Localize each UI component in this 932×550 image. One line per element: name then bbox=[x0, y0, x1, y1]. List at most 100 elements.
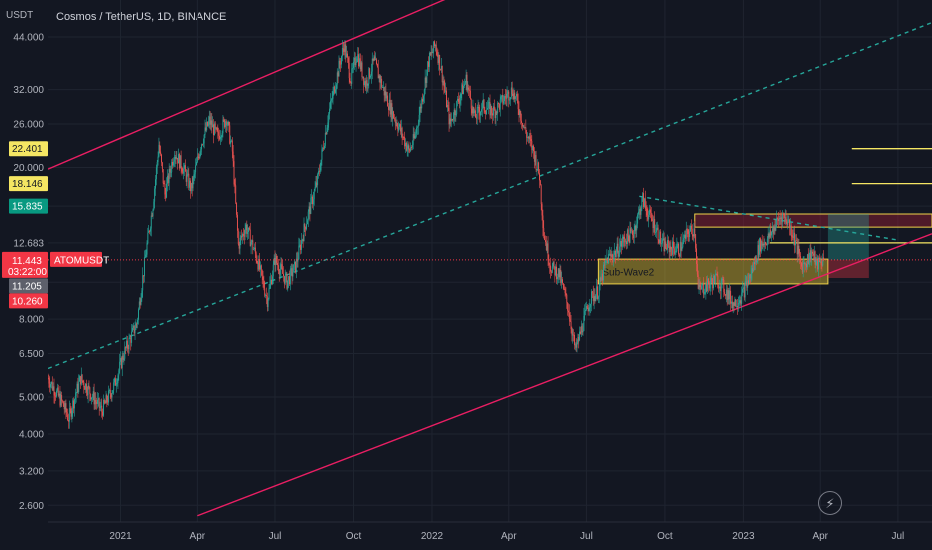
plot-area[interactable]: Sub-Wave2 bbox=[48, 0, 932, 517]
candle bbox=[507, 89, 509, 98]
tag-entry[interactable]: 11.205 bbox=[9, 278, 48, 294]
candle bbox=[476, 104, 478, 125]
candle bbox=[690, 219, 692, 235]
candle bbox=[238, 241, 240, 254]
candle bbox=[604, 255, 606, 272]
candle bbox=[222, 115, 224, 138]
candle bbox=[245, 222, 247, 234]
tag-target-2[interactable]: 18.146 bbox=[9, 176, 48, 192]
candle bbox=[170, 165, 172, 178]
channel-upper-line[interactable] bbox=[48, 0, 477, 170]
candle bbox=[430, 45, 432, 60]
candle bbox=[506, 86, 508, 107]
candle bbox=[760, 239, 762, 254]
candle bbox=[176, 151, 178, 160]
candle bbox=[710, 272, 712, 292]
channel-midline[interactable] bbox=[48, 21, 932, 370]
candle bbox=[492, 108, 494, 124]
candle bbox=[82, 380, 84, 386]
candle bbox=[666, 243, 668, 251]
chart-header: USDT Cosmos / TetherUS, 1D, BINANCE bbox=[0, 0, 932, 30]
candle bbox=[144, 249, 146, 259]
candle bbox=[54, 391, 56, 404]
candle bbox=[636, 216, 638, 238]
candle bbox=[166, 177, 168, 199]
candle bbox=[452, 118, 453, 122]
candle bbox=[58, 390, 60, 399]
candle bbox=[389, 91, 391, 118]
candle bbox=[380, 75, 382, 89]
candle bbox=[768, 232, 770, 244]
candle bbox=[521, 113, 523, 129]
candle bbox=[201, 143, 203, 146]
candle bbox=[100, 399, 102, 412]
candle bbox=[366, 77, 368, 92]
tag-stop[interactable]: 10.260 bbox=[9, 293, 48, 309]
candle bbox=[141, 287, 143, 302]
candle bbox=[487, 97, 489, 115]
candle bbox=[586, 304, 588, 309]
candle bbox=[370, 74, 371, 80]
candle bbox=[793, 227, 795, 246]
candle bbox=[231, 137, 233, 159]
candle bbox=[500, 95, 502, 104]
candle bbox=[725, 284, 727, 303]
candle bbox=[64, 400, 66, 413]
candle bbox=[789, 218, 791, 236]
candle bbox=[220, 135, 222, 143]
time-axis[interactable]: 2021 Apr Jul Oct 2022 Apr Jul Oct 2023 Apr Jul bbox=[48, 521, 932, 542]
svg-text:11.205: 11.205 bbox=[12, 281, 42, 292]
candle bbox=[764, 238, 766, 252]
candle bbox=[567, 302, 569, 316]
candle bbox=[329, 93, 331, 111]
candle bbox=[163, 180, 165, 185]
candle bbox=[578, 334, 580, 349]
candle bbox=[339, 57, 341, 69]
candle bbox=[517, 93, 519, 115]
candle bbox=[103, 398, 105, 405]
candle bbox=[715, 273, 717, 275]
candle bbox=[757, 240, 759, 265]
resistance-zone[interactable] bbox=[694, 213, 932, 228]
candle bbox=[109, 382, 111, 400]
candle bbox=[357, 47, 359, 63]
lightning-icon[interactable]: ⚡ bbox=[818, 491, 842, 515]
candle bbox=[191, 176, 193, 197]
candle bbox=[806, 260, 808, 273]
candle bbox=[88, 380, 90, 390]
descending-trend-line[interactable] bbox=[639, 195, 898, 241]
candle bbox=[378, 74, 380, 83]
symbol-title[interactable]: Cosmos / TetherUS, 1D, BINANCE bbox=[56, 11, 227, 23]
candle bbox=[513, 87, 515, 103]
candle bbox=[721, 277, 723, 289]
candle bbox=[574, 332, 575, 350]
take-profit-zone[interactable] bbox=[827, 214, 869, 260]
candle bbox=[570, 314, 572, 334]
candle bbox=[699, 277, 701, 290]
candle bbox=[372, 58, 374, 65]
candle bbox=[388, 93, 390, 111]
candle bbox=[249, 222, 251, 247]
candle bbox=[707, 275, 709, 295]
candle bbox=[392, 107, 394, 127]
symbol-price-pill[interactable]: ATOMUSDT bbox=[50, 251, 109, 267]
candle bbox=[288, 275, 290, 288]
candle bbox=[682, 232, 684, 249]
tag-take-profit[interactable]: 15.835 bbox=[9, 198, 48, 214]
candle bbox=[402, 133, 404, 141]
candle bbox=[50, 381, 52, 394]
stop-loss-zone[interactable] bbox=[827, 259, 869, 278]
candle bbox=[431, 45, 433, 57]
candle bbox=[531, 135, 533, 157]
channel-lower-line[interactable] bbox=[197, 233, 932, 517]
candle bbox=[627, 225, 629, 242]
candle bbox=[177, 157, 179, 170]
candle bbox=[134, 321, 136, 340]
candle bbox=[673, 241, 675, 256]
tag-target-1[interactable]: 22.401 bbox=[9, 141, 48, 157]
candle bbox=[124, 341, 126, 361]
candle bbox=[406, 141, 408, 157]
candle bbox=[248, 226, 250, 231]
